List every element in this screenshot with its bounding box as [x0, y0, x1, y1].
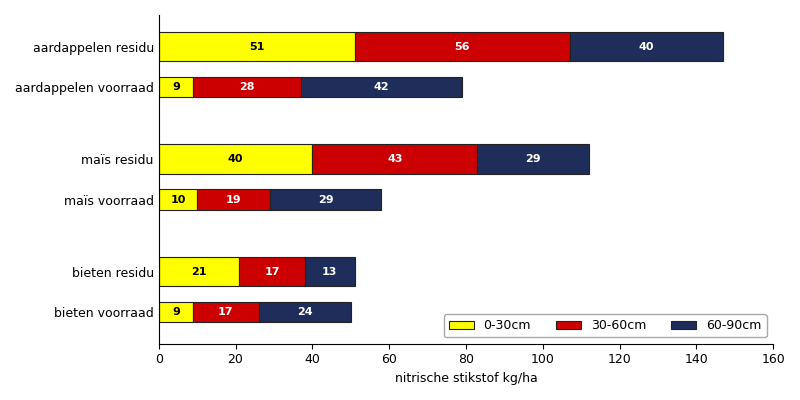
Bar: [312, 144, 478, 174]
Text: 9: 9: [172, 82, 180, 92]
Text: 17: 17: [218, 307, 234, 317]
Text: 17: 17: [264, 267, 280, 277]
Bar: [301, 77, 462, 97]
X-axis label: nitrische stikstof kg/ha: nitrische stikstof kg/ha: [394, 372, 538, 385]
Text: 51: 51: [249, 42, 264, 52]
Bar: [197, 190, 270, 210]
Text: 29: 29: [318, 195, 334, 205]
Bar: [570, 32, 723, 61]
Text: 42: 42: [374, 82, 390, 92]
Text: 43: 43: [387, 154, 402, 164]
Bar: [239, 257, 305, 286]
Bar: [305, 257, 354, 286]
Bar: [158, 302, 194, 322]
Bar: [158, 77, 194, 97]
Bar: [158, 144, 312, 174]
Text: 13: 13: [322, 267, 338, 277]
Text: 29: 29: [526, 154, 541, 164]
Bar: [158, 190, 197, 210]
Text: 40: 40: [228, 154, 243, 164]
Text: 40: 40: [638, 42, 654, 52]
Legend: 0-30cm, 30-60cm, 60-90cm: 0-30cm, 30-60cm, 60-90cm: [444, 314, 767, 338]
Text: 28: 28: [239, 82, 255, 92]
Bar: [158, 257, 239, 286]
Bar: [158, 32, 354, 61]
Text: 24: 24: [297, 307, 313, 317]
Text: 21: 21: [191, 267, 207, 277]
Text: 10: 10: [170, 195, 186, 205]
Bar: [194, 302, 258, 322]
Bar: [354, 32, 570, 61]
Text: 9: 9: [172, 307, 180, 317]
Bar: [478, 144, 589, 174]
Text: 19: 19: [226, 195, 242, 205]
Text: 56: 56: [454, 42, 470, 52]
Bar: [258, 302, 350, 322]
Bar: [270, 190, 382, 210]
Bar: [194, 77, 301, 97]
